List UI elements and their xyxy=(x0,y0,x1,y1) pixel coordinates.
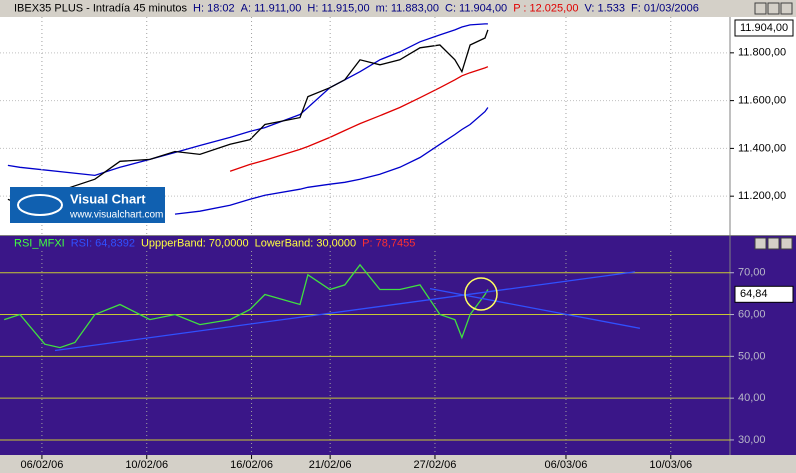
last-value-label: 64,84 xyxy=(740,288,768,300)
series-line xyxy=(3,263,489,349)
panel-header: RSI_MFXI RSI: 64,8392 UppperBand: 70,0000 L… xyxy=(14,237,415,249)
highlight-circle xyxy=(464,277,498,311)
header-item: LowerBand: 30,0000 xyxy=(255,237,357,249)
y-tick-label: 70,00 xyxy=(738,267,766,279)
header-item: C: 11.904,00 xyxy=(445,2,507,14)
header-item: RSI_MFXI xyxy=(14,237,65,249)
header-item: m: 11.883,00 xyxy=(376,2,439,14)
header-item: H: 18:02 xyxy=(193,2,235,14)
x-tick-label: 10/03/06 xyxy=(649,459,692,471)
header-item: P: 78,7455 xyxy=(362,237,415,249)
y-tick-label: 40,00 xyxy=(738,392,766,404)
logo: Visual Chart www.visualchart.com xyxy=(10,187,165,223)
header-item: V: 1.533 xyxy=(584,2,625,14)
max-button[interactable] xyxy=(767,237,780,250)
series-line xyxy=(174,107,489,215)
min-button[interactable] xyxy=(754,237,767,250)
y-tick-label: 60,00 xyxy=(738,308,766,320)
min-button[interactable] xyxy=(754,2,767,15)
logo-icon xyxy=(17,194,63,216)
rsi-axis xyxy=(730,251,796,455)
last-value-label: 11.904,00 xyxy=(740,22,788,34)
header-item: RSI: 64,8392 xyxy=(71,237,135,249)
max-button[interactable] xyxy=(767,2,780,15)
header-item: IBEX35 PLUS - Intradía 45 minutos xyxy=(14,2,188,14)
y-tick-label: 30,00 xyxy=(738,434,766,446)
header-item: P : 12.025,00 xyxy=(513,2,578,14)
y-tick-label: 11.800,00 xyxy=(738,47,786,59)
rsi-header xyxy=(0,236,796,251)
x-tick-label: 16/02/06 xyxy=(230,459,273,471)
x-tick-label: 27/02/06 xyxy=(414,459,457,471)
series-line xyxy=(229,66,489,172)
y-tick-label: 11.400,00 xyxy=(738,142,786,154)
series-line xyxy=(7,23,488,177)
y-tick-label: 11.600,00 xyxy=(738,95,786,107)
header-item: UppperBand: 70,0000 xyxy=(141,237,249,249)
header-item: A: 11.911,00 xyxy=(241,2,302,14)
y-tick-label: 50,00 xyxy=(738,350,766,362)
rsi-plot xyxy=(0,251,730,455)
x-tick-label: 10/02/06 xyxy=(125,459,168,471)
logo-url: www.visualchart.com xyxy=(69,210,163,221)
series-line xyxy=(7,29,489,205)
panel-header: IBEX35 PLUS - Intradía 45 minutos H: 18:0… xyxy=(14,2,699,14)
last-value-box xyxy=(734,285,794,303)
header-item: F: 01/03/2006 xyxy=(631,2,699,14)
logo-box xyxy=(10,187,165,223)
price-axis xyxy=(730,17,796,235)
close-button[interactable] xyxy=(780,237,793,250)
x-tick-label: 21/02/06 xyxy=(309,459,352,471)
close-button[interactable] xyxy=(780,2,793,15)
x-tick-label: 06/02/06 xyxy=(21,459,64,471)
header-item: H: 11.915,00 xyxy=(307,2,369,14)
series-line xyxy=(54,271,635,352)
logo-name: Visual Chart xyxy=(70,191,146,206)
last-value-box xyxy=(734,19,794,37)
y-tick-label: 11.200,00 xyxy=(738,190,786,202)
x-tick-label: 06/03/06 xyxy=(545,459,588,471)
window-buttons xyxy=(754,2,793,250)
price-header xyxy=(0,0,796,17)
